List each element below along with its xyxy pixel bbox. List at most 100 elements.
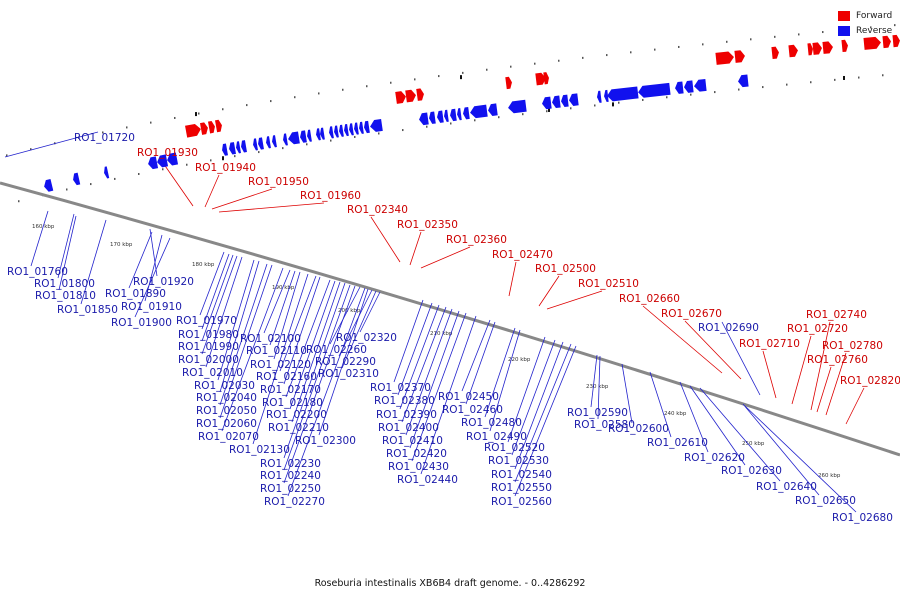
genome-backbone [0,181,900,457]
reverse-gene [444,109,449,122]
forward-gene-label: RO1_02360 [446,234,507,246]
forward-gene [543,72,549,85]
reverse-gene [349,123,354,136]
reverse-gene-label: RO1_01800 [34,278,95,290]
connector-line [489,329,521,432]
reverse-gene-label: RO1_02160 [256,371,317,383]
reverse-gene-label: RO1_02450 [438,391,499,403]
reverse-gene-label: RO1_02070 [198,431,259,443]
connector-line [397,302,433,396]
tick-dot [354,135,356,138]
tick-major [612,102,614,107]
reverse-gene-label: RO1_01720 [74,132,135,144]
connector-line [201,253,230,330]
reverse-gene [148,156,159,170]
reverse-gene-label: RO1_02270 [264,496,325,508]
tick-major [843,75,845,80]
connector-line [80,219,107,305]
tick-dot [258,151,260,154]
forward-gene-label: RO1_02350 [397,219,458,231]
forward-gene-label: RO1_02670 [661,308,722,320]
tick-dot [174,116,176,119]
connector-line [621,363,633,424]
connector-line [742,403,820,496]
connector-line [341,290,377,369]
scale-label: 190 kbp [272,285,295,291]
reverse-gene-label: RO1_01970 [176,315,237,327]
tick-dot [558,59,560,62]
reverse-gene-label: RO1_02650 [795,495,856,507]
tick-dot [510,65,512,68]
tick-dot [102,131,104,134]
reverse-gene [738,74,749,88]
reverse-gene-label: RO1_02010 [182,367,243,379]
reverse-gene [569,93,579,106]
tick-dot [234,155,236,158]
connector-line [289,280,336,410]
connector-line [538,275,560,307]
reverse-gene-label: RO1_02690 [698,322,759,334]
tick-dot [426,125,428,128]
tick-dot [150,121,152,124]
tick-dot [870,26,872,29]
reverse-gene [272,135,277,148]
forward-gene-label: RO1_02720 [787,323,848,335]
reverse-gene-label: RO1_02000 [178,354,239,366]
tick-dot [462,71,464,74]
tick-dot [222,108,224,111]
reverse-gene-label: RO1_02600 [608,423,669,435]
forward-gene [807,43,813,56]
tick-dot [726,40,728,43]
scale-label: 230 kbp [586,384,609,390]
reverse-gene [44,178,54,192]
connector-line [128,231,153,289]
reverse-gene-label: RO1_02320 [336,332,397,344]
reverse-gene [561,94,569,108]
forward-gene-label: RO1_01950 [248,176,309,188]
tick-dot [618,101,620,104]
reverse-gene [552,95,561,109]
forward-gene [822,41,833,54]
reverse-gene [167,152,179,166]
connector-line [484,327,516,418]
connector-line [4,131,99,158]
reverse-gene [339,124,344,137]
reverse-gene [542,96,552,110]
tick-dot [570,107,572,110]
forward-swatch [838,10,850,21]
forward-gene-label: RO1_02780 [822,340,883,352]
forward-gene [812,42,822,55]
reverse-gene-label: RO1_01850 [57,304,118,316]
reverse-gene-label: RO1_01980 [178,329,239,341]
connector-line [514,345,577,497]
reverse-gene [73,172,81,186]
connector-line [30,210,49,267]
reverse-gene [354,122,359,135]
connector-line [762,350,777,399]
tick-dot [810,81,812,84]
connector-line [420,246,471,269]
connector-line [219,264,273,419]
connector-line [845,387,865,425]
connector-line [590,354,598,408]
forward-gene [771,46,779,60]
tick-dot [702,43,704,46]
reverse-gene-label: RO1_02390 [376,409,437,421]
reverse-gene [370,118,383,132]
reverse-gene [344,123,349,137]
connector-line [649,371,672,438]
connector-line [461,319,491,392]
scale-label: 240 kbp [664,411,687,417]
tick-dot [210,159,212,162]
scale-label: 260 kbp [818,473,841,479]
legend: Forward Reverse [838,8,892,38]
forward-gene-label: RO1_02500 [535,263,596,275]
reverse-gene [429,111,436,124]
connector-line [58,215,77,291]
tick-dot [834,78,836,81]
connector-line [420,315,477,475]
tick-dot [390,81,392,84]
forward-gene-label: RO1_02710 [739,338,800,350]
tick-dot [30,148,32,151]
connector-line [144,234,163,302]
